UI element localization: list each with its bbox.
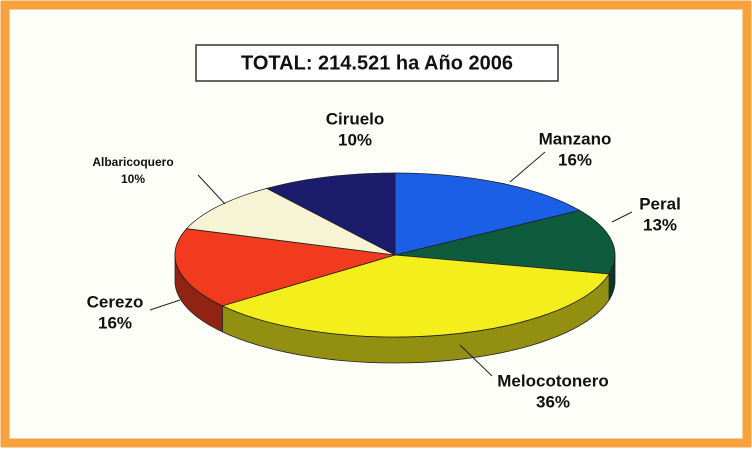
leader-line bbox=[197, 174, 226, 205]
slice-label: Peral bbox=[639, 194, 681, 213]
slice bbox=[265, 172, 396, 256]
slice bbox=[394, 172, 581, 256]
slice-value-label: 16% bbox=[98, 313, 132, 332]
slice-value-label: 16% bbox=[558, 150, 592, 169]
slice-value-label: 10% bbox=[121, 172, 145, 186]
slice-label: Albaricoquero bbox=[92, 155, 173, 169]
slice-label: Cerezo bbox=[87, 292, 144, 311]
slice-value-label: 10% bbox=[338, 130, 372, 149]
leader-line bbox=[149, 299, 181, 311]
leader-line bbox=[611, 211, 633, 223]
slice-value-label: 36% bbox=[536, 392, 570, 411]
chart-title: TOTAL: 214.521 ha Año 2006 bbox=[241, 52, 513, 74]
slice bbox=[174, 228, 396, 307]
slice-label: Melocotonero bbox=[497, 371, 608, 390]
leader-line bbox=[509, 151, 546, 183]
slice-value-label: 13% bbox=[643, 215, 677, 234]
slice bbox=[394, 209, 616, 275]
leader-line bbox=[459, 344, 493, 377]
title-box bbox=[195, 44, 559, 82]
slice bbox=[221, 254, 610, 338]
slice-label: Manzano bbox=[539, 129, 612, 148]
slice-label: Ciruelo bbox=[326, 109, 385, 128]
slice bbox=[185, 187, 396, 256]
